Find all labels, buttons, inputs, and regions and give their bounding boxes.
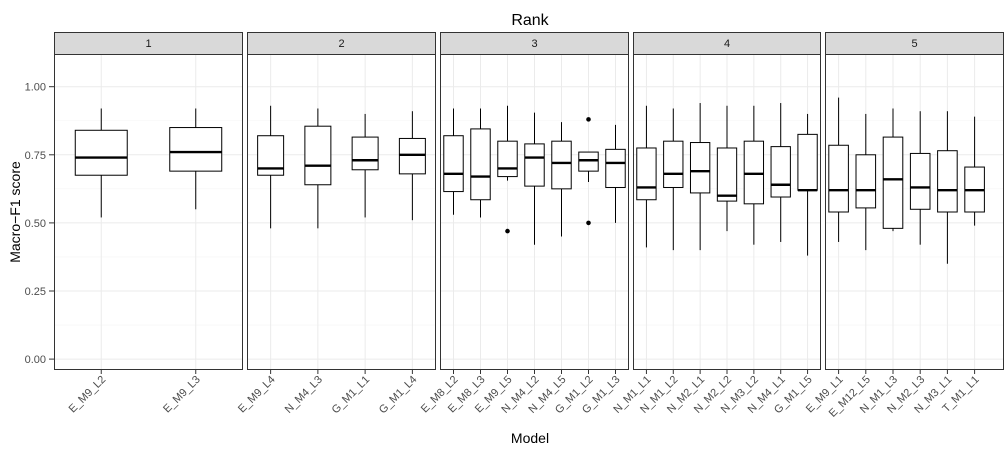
facet-plot-area (828, 54, 985, 370)
y-tick-label: 0.25 (25, 286, 46, 298)
boxplot-e-m9-l2 (74, 108, 128, 218)
x-tick-label: E_M9_L3 (161, 374, 203, 416)
x-tick-label: G_M1_L1 (330, 374, 373, 417)
box-iqr (828, 144, 849, 213)
outlier-point (586, 220, 591, 226)
box-iqr (169, 127, 223, 172)
box-iqr (443, 135, 464, 193)
boxplot-n-m3-l2 (743, 105, 765, 245)
boxplot-e-m9-l5 (497, 105, 518, 234)
box-iqr (909, 152, 931, 210)
box-iqr (797, 133, 818, 191)
boxplot-n-m1-l3 (882, 108, 904, 232)
facet-strip-label: 2 (338, 38, 344, 50)
facet-strip (633, 32, 821, 55)
facet-plot-area (257, 54, 426, 370)
boxplot-n-m3-l1 (937, 111, 958, 264)
facet-panel: 5E_M9_L1E_M12_L5N_M1_L3N_M2_L3N_M3_L1T_M… (804, 32, 1004, 420)
box-iqr (304, 125, 332, 186)
boxplot-n-m4-l3 (304, 108, 332, 229)
box-iqr (770, 146, 791, 198)
box-iqr (351, 136, 379, 171)
x-tick-label: E_M9_L4 (236, 374, 278, 416)
x-tick-label: E_M9_L2 (67, 374, 109, 416)
y-axis: 0.00 0.25 0.50 0.75 1.00 (25, 82, 54, 366)
facet-panel: 3E_M8_L2E_M8_L3E_M9_L5N_M4_L2N_M4_L5G_M1… (419, 32, 629, 416)
boxplot-n-m4-l2 (524, 112, 545, 245)
y-axis-label: Macro−F1 score (7, 161, 23, 263)
boxplot-n-m1-l2 (663, 108, 684, 251)
box-iqr (524, 143, 545, 187)
facet-strip (247, 32, 436, 55)
box-iqr (551, 140, 572, 190)
box-iqr (689, 142, 711, 194)
box-iqr (636, 147, 657, 201)
boxplot-e-m9-l1 (828, 97, 849, 242)
box-iqr (578, 151, 599, 172)
box-iqr (663, 140, 684, 188)
boxplot-n-m4-l5 (551, 122, 572, 237)
facet-strip-label: 1 (145, 38, 151, 50)
outlier-point (586, 117, 591, 122)
boxplot-g-m1-l3 (605, 124, 626, 223)
facet-plot-area (74, 54, 223, 370)
x-tick-label: G_M1_L4 (377, 374, 420, 417)
boxplot-n-m2-l2 (716, 105, 738, 232)
boxplot-g-m1-l1 (351, 113, 379, 218)
facet-plot-area (636, 54, 818, 370)
boxplot-e-m8-l2 (443, 108, 464, 215)
y-tick-label: 1.00 (25, 82, 46, 94)
facet-strip-label: 3 (531, 38, 537, 50)
facet-panel: 2 E_M9_L4 N_M4_L3 G_M1_L1 G_M1_L4 (236, 32, 436, 417)
boxplot-t-m1-l1 (964, 116, 985, 226)
boxplot-e-m9-l4 (257, 105, 285, 229)
facet-panel: 1 E_M9_L2 E_M9_L3 (54, 32, 243, 416)
box-iqr (470, 128, 491, 201)
box-iqr (743, 140, 765, 205)
box-iqr (605, 148, 626, 188)
facet-strip-label: 5 (912, 38, 918, 50)
outlier-point (505, 228, 510, 234)
boxplot-e-m12-l5 (855, 113, 877, 251)
y-tick-label: 0.75 (25, 150, 46, 162)
box-iqr (716, 147, 738, 202)
facet-strip-label: 4 (724, 38, 730, 50)
boxplot-n-m4-l1 (770, 103, 791, 242)
boxplot-e-m8-l3 (470, 108, 491, 218)
box-iqr (855, 154, 877, 209)
boxplot-n-m2-l1 (689, 103, 711, 251)
x-tick-label: N_M4_L3 (283, 374, 325, 416)
box-iqr (937, 150, 958, 213)
panel-background (54, 54, 243, 370)
boxplot-g-m1-l4 (398, 111, 426, 221)
x-axis-label: Model (511, 430, 549, 446)
facet-panel: 4N_M1_L1N_M1_L2N_M2_L1N_M2_L2N_M3_L2N_M4… (611, 32, 821, 416)
y-tick-label: 0.00 (25, 354, 46, 366)
box-iqr (398, 137, 426, 175)
chart-title: Rank (511, 12, 549, 29)
boxplot-g-m1-l5 (797, 113, 818, 256)
boxplot-g-m1-l2 (578, 117, 599, 226)
box-iqr (882, 136, 904, 229)
facet-strip (54, 32, 243, 55)
y-tick-label: 0.50 (25, 218, 46, 230)
facet-plot-area (443, 54, 626, 370)
box-iqr (497, 140, 518, 178)
panel-background (247, 54, 436, 370)
boxplot-n-m2-l3 (909, 111, 931, 245)
facet-panels: 1 E_M9_L2 E_M9_L3 2 E_M9_L4 N_M4_L3 G_M1_L1 G_M… (54, 32, 1004, 420)
facet-strip (440, 32, 629, 55)
box-iqr (74, 129, 128, 176)
boxplot-n-m1-l1 (636, 105, 657, 248)
boxplot-e-m9-l3 (169, 108, 223, 210)
